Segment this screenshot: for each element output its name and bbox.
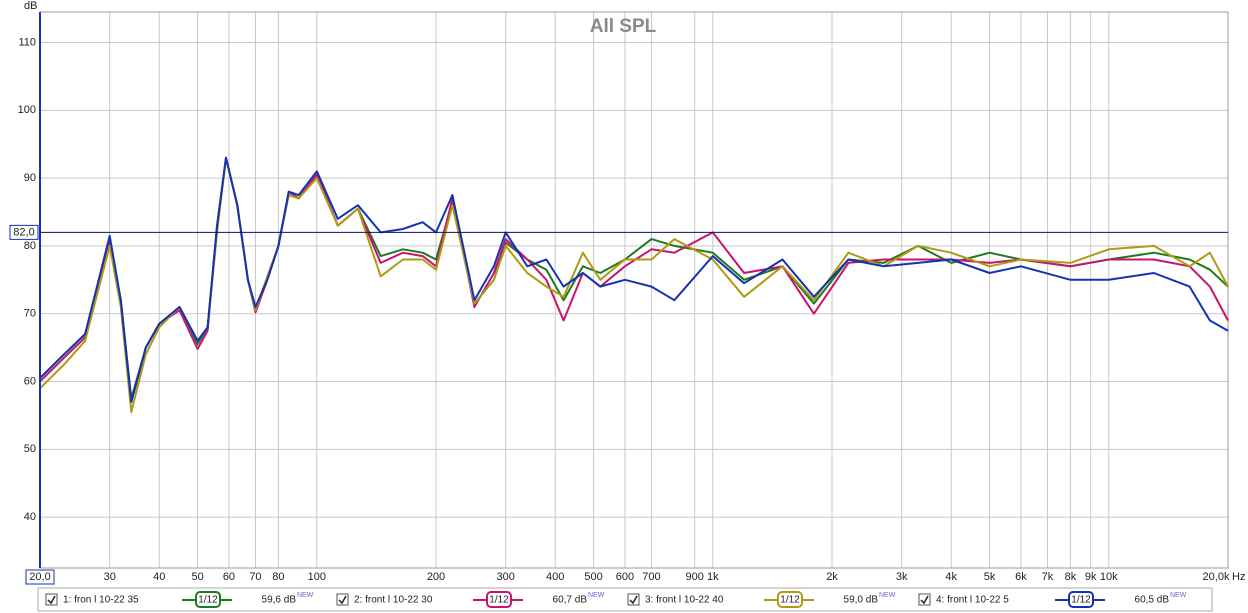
x-tick-label: 5k (984, 571, 996, 583)
legend-items: 1: fron l 10-22 35 1/12 59,6 dB NEW 2: front… (45, 591, 1187, 608)
x-tick-label: 40 (153, 571, 165, 583)
x-tick-label: 2k (826, 571, 838, 583)
legend-level: 60,5 dB (1135, 595, 1170, 606)
legend-level: 60,7 dB (553, 595, 588, 606)
y-tick-label: 80 (24, 240, 36, 252)
x-tick-label: 500 (584, 571, 602, 583)
x-tick-label: 7k (1042, 571, 1054, 583)
smoothing-box[interactable] (777, 591, 803, 608)
y-tick-label: 50 (24, 443, 36, 455)
grid (39, 12, 1229, 568)
y-tick-label: 60 (24, 375, 36, 387)
legend-check (338, 595, 347, 605)
smoothing-box[interactable] (486, 591, 512, 608)
x-tick-label: 50 (191, 571, 203, 583)
x-unit: Hz (1232, 571, 1245, 583)
legend-badge: NEW (879, 592, 896, 599)
legend-badge: NEW (1170, 592, 1187, 599)
smoothing-label: 1/12 (489, 595, 509, 606)
legend-name: 2: front l 10-22 30 (354, 595, 433, 606)
x-tick-label: 8k (1065, 571, 1077, 583)
legend-check (629, 595, 638, 605)
cursor-box (9, 224, 39, 240)
legend-badge: NEW (588, 592, 605, 599)
legend-level: 59,0 dB (844, 595, 879, 606)
x-tick-label: 1k (707, 571, 719, 583)
legend-name: 4: front l 10-22 5 (936, 595, 1009, 606)
cursor-label: 82,0 (13, 226, 34, 238)
smoothing-label: 1/12 (780, 595, 800, 606)
x-tick-label: 300 (497, 571, 515, 583)
x-tick-label: 3k (896, 571, 908, 583)
x-tick-label: 4k (945, 571, 957, 583)
x-tick-label: 200 (427, 571, 445, 583)
series-line (39, 156, 1229, 403)
x-tick-label: 400 (546, 571, 564, 583)
legend-check (920, 595, 929, 605)
legend-checkbox[interactable] (45, 593, 58, 606)
x-tick-label: 600 (616, 571, 634, 583)
lines (39, 156, 1229, 413)
x-tick-label: 900 (685, 571, 703, 583)
x-tick-label: 80 (272, 571, 284, 583)
y-tick-label: 110 (18, 36, 36, 48)
y-tick-label: 40 (24, 511, 36, 523)
legend-badge: NEW (297, 592, 314, 599)
legend-name: 3: front l 10-22 40 (645, 595, 724, 606)
y-tick-label: 100 (18, 104, 36, 116)
legend-checkbox[interactable] (627, 593, 640, 606)
legend-checkbox[interactable] (336, 593, 349, 606)
y-unit: dB (24, 0, 37, 12)
legend-name: 1: fron l 10-22 35 (63, 595, 139, 606)
x-tick-label: 6k (1015, 571, 1027, 583)
x-tick-label: 60 (223, 571, 235, 583)
legend-checkbox[interactable] (918, 593, 931, 606)
y-tick-label: 90 (24, 172, 36, 184)
x-tick-label: 30 (104, 571, 116, 583)
smoothing-box[interactable] (1068, 591, 1094, 608)
x-tick-label: 20,0k (1203, 571, 1230, 583)
x-tick-label: 20,0 (29, 571, 50, 583)
x-tick-label: 100 (308, 571, 326, 583)
legend-level: 59,6 dB (262, 595, 297, 606)
x-tick-label: 700 (642, 571, 660, 583)
legend-check (47, 595, 56, 605)
x-tick-label: 10k (1100, 571, 1118, 583)
x-tick-label: 9k (1085, 571, 1097, 583)
x-tick-label: 70 (249, 571, 261, 583)
smoothing-box[interactable] (195, 591, 221, 608)
smoothing-label: 1/12 (1071, 595, 1091, 606)
x-start-box (25, 569, 55, 585)
chart-title: All SPL (590, 16, 657, 37)
smoothing-label: 1/12 (198, 595, 218, 606)
y-tick-label: 70 (24, 308, 36, 320)
